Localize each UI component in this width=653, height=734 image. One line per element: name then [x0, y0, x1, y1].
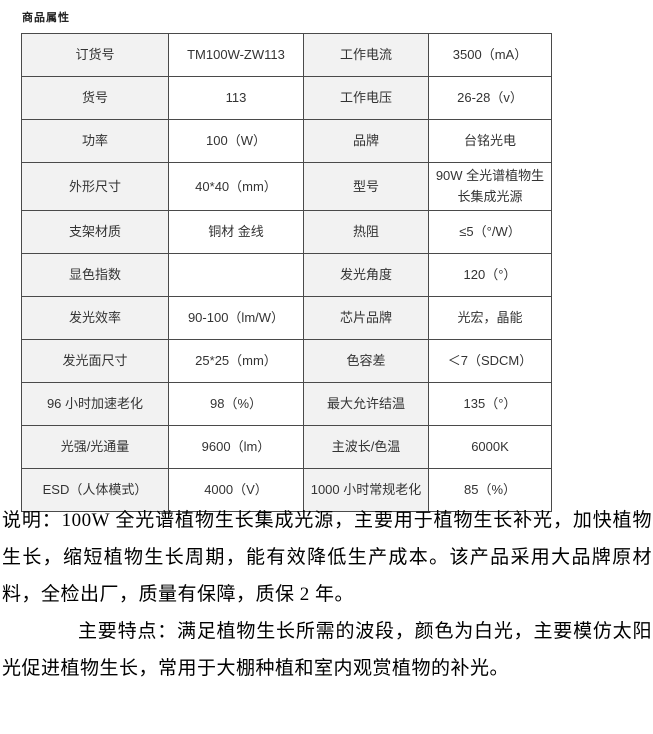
spec-value-cell: 85（%） [428, 467, 552, 512]
spec-label-cell: 主波长/色温 [303, 424, 429, 469]
product-description: 说明：100W 全光谱植物生长集成光源，主要用于植物生长补光，加快植物生长，缩短… [2, 502, 652, 687]
spec-label-cell: 发光效率 [21, 295, 169, 340]
spec-label-cell: 品牌 [303, 119, 429, 163]
spec-table-body: 订货号 TM100W-ZW113 工作电流 3500（mA） 货号 113 工作电压 26-2… [21, 33, 552, 512]
spec-label-cell: 最大允许结温 [303, 381, 429, 426]
spec-label-cell: ESD（人体模式） [21, 467, 169, 512]
table-row: ESD（人体模式） 4000（V） 1000 小时常规老化 85（%） [21, 467, 552, 512]
spec-value-cell: 3500（mA） [428, 33, 552, 77]
spec-value-cell [168, 252, 304, 297]
features-paragraph: 主要特点：满足植物生长所需的波段，颜色为白光，主要模仿太阳光促进植物生长，常用于… [2, 621, 652, 679]
table-row: 发光效率 90-100（lm/W） 芯片品牌 光宏，晶能 [21, 295, 552, 340]
spec-value-cell: 9600（lm） [168, 424, 304, 469]
spec-value-cell: 90W 全光谱植物生长集成光源 [428, 162, 552, 211]
spec-label-cell: 工作电压 [303, 76, 429, 120]
spec-label-cell: 型号 [303, 162, 429, 211]
table-row: 显色指数 发光角度 120（°） [21, 252, 552, 297]
spec-label-cell: 1000 小时常规老化 [303, 467, 429, 512]
spec-value-cell: 光宏，晶能 [428, 295, 552, 340]
table-row: 发光面尺寸 25*25（mm） 色容差 ＜7（SDCM） [21, 338, 552, 383]
table-row: 订货号 TM100W-ZW113 工作电流 3500（mA） [21, 33, 552, 77]
spec-label-cell: 显色指数 [21, 252, 169, 297]
spec-value-cell: 120（°） [428, 252, 552, 297]
table-row: 外形尺寸 40*40（mm） 型号 90W 全光谱植物生长集成光源 [21, 162, 552, 211]
table-row: 功率 100（W） 品牌 台铭光电 [21, 119, 552, 163]
spec-label-cell: 96 小时加速老化 [21, 381, 169, 426]
spec-label-cell: 外形尺寸 [21, 162, 169, 211]
spec-value-cell: 98（%） [168, 381, 304, 426]
spec-value-cell: 铜材 金线 [168, 209, 304, 254]
spec-label-cell: 芯片品牌 [303, 295, 429, 340]
table-row: 光强/光通量 9600（lm） 主波长/色温 6000K [21, 424, 552, 469]
spec-label-cell: 光强/光通量 [21, 424, 169, 469]
spec-label-cell: 工作电流 [303, 33, 429, 77]
spec-label-cell: 功率 [21, 119, 169, 163]
description-paragraph: 说明：100W 全光谱植物生长集成光源，主要用于植物生长补光，加快植物生长，缩短… [2, 510, 652, 605]
table-row: 货号 113 工作电压 26-28（v） [21, 76, 552, 120]
spec-value-cell: 台铭光电 [428, 119, 552, 163]
spec-value-cell: 113 [168, 76, 304, 120]
spec-label-cell: 支架材质 [21, 209, 169, 254]
spec-label-cell: 订货号 [21, 33, 169, 77]
spec-value-cell: 100（W） [168, 119, 304, 163]
spec-table: 订货号 TM100W-ZW113 工作电流 3500（mA） 货号 113 工作电压 26-2… [21, 33, 552, 512]
table-row: 支架材质 铜材 金线 热阻 ≤5（°/W） [21, 209, 552, 254]
spec-label-cell: 货号 [21, 76, 169, 120]
spec-label-cell: 发光角度 [303, 252, 429, 297]
spec-value-cell: 25*25（mm） [168, 338, 304, 383]
spec-value-cell: TM100W-ZW113 [168, 33, 304, 77]
spec-value-cell: 40*40（mm） [168, 162, 304, 211]
section-title: 商品属性 [22, 12, 70, 24]
spec-value-cell: ≤5（°/W） [428, 209, 552, 254]
spec-label-cell: 发光面尺寸 [21, 338, 169, 383]
spec-value-cell: 6000K [428, 424, 552, 469]
spec-value-cell: 26-28（v） [428, 76, 552, 120]
spec-label-cell: 色容差 [303, 338, 429, 383]
spec-value-cell: 90-100（lm/W） [168, 295, 304, 340]
spec-value-cell: 135（°） [428, 381, 552, 426]
table-row: 96 小时加速老化 98（%） 最大允许结温 135（°） [21, 381, 552, 426]
spec-value-cell: ＜7（SDCM） [428, 338, 552, 383]
spec-label-cell: 热阻 [303, 209, 429, 254]
